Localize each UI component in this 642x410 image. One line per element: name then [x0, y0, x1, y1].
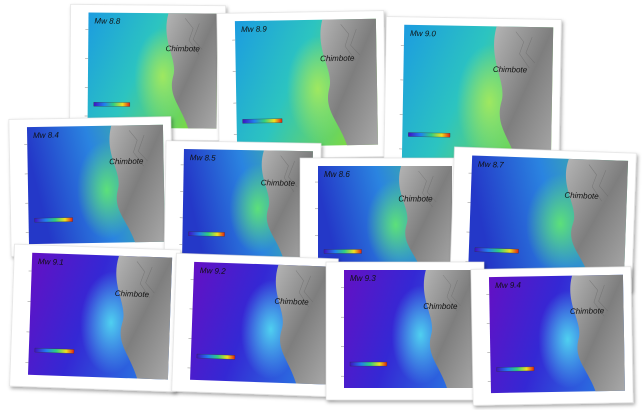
- panel-label: Mw 9.4: [495, 281, 521, 290]
- panel-label: Mw 8.4: [33, 131, 59, 140]
- map-panel: Mw 9.4 Chimbote: [471, 267, 633, 406]
- panel-label: Mw 8.9: [241, 25, 267, 34]
- map-panel: Mw 9.2 Chimbote: [172, 253, 339, 397]
- map-panel: Mw 9.1 Chimbote: [10, 244, 181, 392]
- colorbar: [94, 102, 130, 106]
- panel-label: Mw 9.0: [410, 29, 436, 38]
- panel-label: Mw 8.7: [478, 160, 505, 170]
- map-panel: Mw 9.3 Chimbote: [326, 262, 484, 400]
- place-label: Chimbote: [261, 178, 296, 188]
- colorbar: [188, 232, 224, 237]
- colorbar: [35, 218, 73, 223]
- place-label: Chimbote: [570, 306, 605, 316]
- colorbar: [350, 362, 387, 366]
- place-label: Chimbote: [564, 191, 599, 201]
- panel-label: Mw 9.3: [350, 274, 376, 283]
- panel-label: Mw 9.2: [200, 266, 227, 276]
- colorbar: [408, 133, 450, 138]
- map-panel: Mw 8.9 Chimbote: [217, 11, 387, 160]
- colorbar: [324, 249, 362, 253]
- place-label: Chimbote: [166, 44, 201, 53]
- place-label: Chimbote: [115, 289, 150, 299]
- panel-collage: Mw 8.8 Chimbote Mw 8.9 Chimbote Mw 9.0 Chimbo…: [0, 0, 642, 410]
- panel-label: Mw 8.6: [324, 170, 350, 179]
- map-panel: Mw 8.4 Chimbote: [9, 117, 173, 257]
- place-label: Chimbote: [320, 54, 355, 64]
- map-panel: Mw 8.5 Chimbote: [164, 141, 321, 270]
- place-label: Chimbote: [493, 65, 528, 75]
- place-label: Chimbote: [109, 157, 144, 167]
- colorbar: [497, 367, 535, 372]
- place-label: Chimbote: [274, 297, 309, 307]
- place-label: Chimbote: [398, 194, 433, 203]
- place-label: Chimbote: [423, 302, 458, 311]
- panel-label: Mw 8.5: [190, 153, 216, 162]
- panel-label: Mw 9.1: [38, 257, 64, 267]
- panel-label: Mw 8.8: [94, 17, 120, 26]
- colorbar: [243, 119, 283, 124]
